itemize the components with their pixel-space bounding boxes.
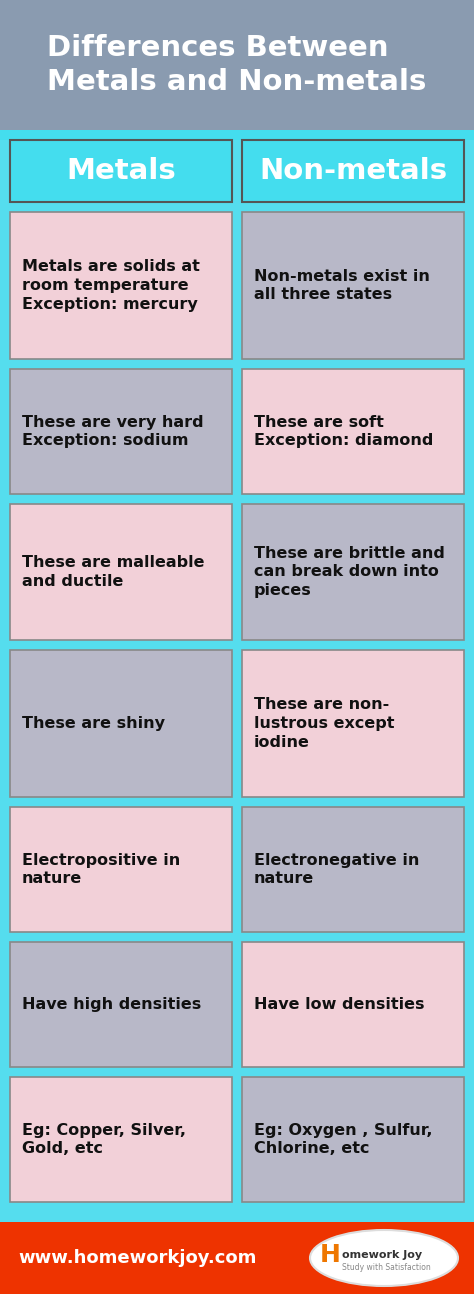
Text: These are malleable
and ductile: These are malleable and ductile <box>22 555 204 589</box>
FancyBboxPatch shape <box>242 650 464 797</box>
FancyBboxPatch shape <box>10 503 232 641</box>
FancyBboxPatch shape <box>10 650 232 797</box>
Text: Eg: Oxygen , Sulfur,
Chlorine, etc: Eg: Oxygen , Sulfur, Chlorine, etc <box>254 1123 432 1157</box>
Text: Metals are solids at
room temperature
Exception: mercury: Metals are solids at room temperature Ex… <box>22 259 200 312</box>
FancyBboxPatch shape <box>10 1077 232 1202</box>
FancyBboxPatch shape <box>10 212 232 358</box>
Text: www.homeworkjoy.com: www.homeworkjoy.com <box>18 1249 256 1267</box>
Text: Have high densities: Have high densities <box>22 996 201 1012</box>
FancyBboxPatch shape <box>10 807 232 932</box>
FancyBboxPatch shape <box>0 1222 474 1294</box>
FancyBboxPatch shape <box>0 0 474 129</box>
Ellipse shape <box>310 1231 458 1286</box>
Text: Electropositive in
nature: Electropositive in nature <box>22 853 180 886</box>
FancyBboxPatch shape <box>242 942 464 1068</box>
Text: These are shiny: These are shiny <box>22 716 165 731</box>
Text: Study with Satisfaction: Study with Satisfaction <box>342 1263 431 1272</box>
Text: Differences Between
Metals and Non-metals: Differences Between Metals and Non-metal… <box>47 34 427 96</box>
Text: Eg: Copper, Silver,
Gold, etc: Eg: Copper, Silver, Gold, etc <box>22 1123 186 1157</box>
FancyBboxPatch shape <box>242 140 464 202</box>
FancyBboxPatch shape <box>242 369 464 494</box>
Text: Non-metals exist in
all three states: Non-metals exist in all three states <box>254 269 430 303</box>
FancyBboxPatch shape <box>242 807 464 932</box>
Text: These are soft
Exception: diamond: These are soft Exception: diamond <box>254 414 433 448</box>
FancyBboxPatch shape <box>0 129 474 140</box>
FancyBboxPatch shape <box>242 503 464 641</box>
Text: Non-metals: Non-metals <box>259 157 447 185</box>
Text: H: H <box>320 1244 341 1267</box>
FancyBboxPatch shape <box>10 140 232 202</box>
Text: Have low densities: Have low densities <box>254 996 425 1012</box>
FancyBboxPatch shape <box>10 942 232 1068</box>
Text: Electronegative in
nature: Electronegative in nature <box>254 853 419 886</box>
Text: These are non-
lustrous except
iodine: These are non- lustrous except iodine <box>254 697 394 749</box>
Text: These are very hard
Exception: sodium: These are very hard Exception: sodium <box>22 414 204 448</box>
Text: Metals: Metals <box>66 157 176 185</box>
FancyBboxPatch shape <box>242 212 464 358</box>
FancyBboxPatch shape <box>10 369 232 494</box>
FancyBboxPatch shape <box>242 1077 464 1202</box>
Text: These are brittle and
can break down into
pieces: These are brittle and can break down int… <box>254 546 445 598</box>
Text: omework Joy: omework Joy <box>342 1250 422 1260</box>
